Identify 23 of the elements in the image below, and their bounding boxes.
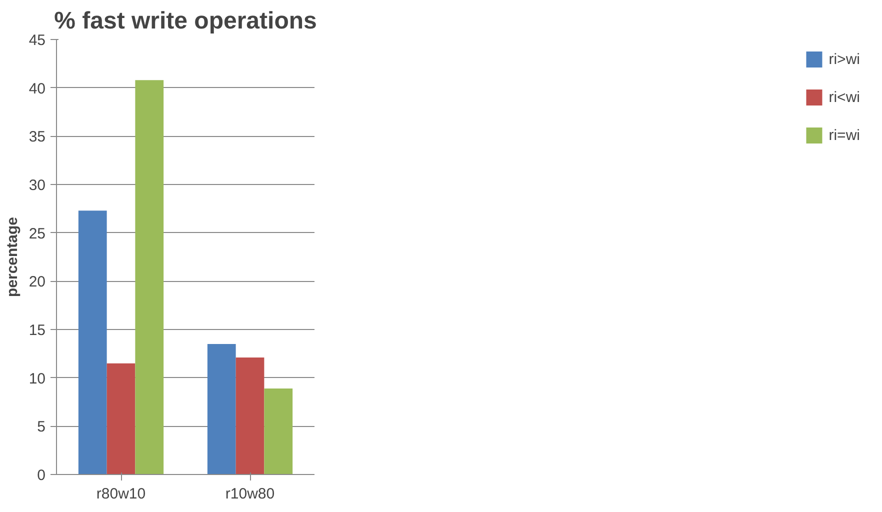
y-tick-label: 25 (28, 225, 46, 242)
chart-title: % fast write operations (54, 8, 317, 34)
y-tick-label: 0 (37, 467, 46, 484)
y-tick-label: 40 (28, 80, 46, 98)
x-tick-label: r80w10 (96, 486, 146, 502)
y-axis-title: percentage (4, 216, 21, 298)
y-tick-label: 5 (37, 418, 46, 436)
y-tick-label: 35 (28, 128, 46, 146)
bar (207, 344, 236, 474)
y-tick-label: 30 (28, 177, 46, 194)
y-tick-label: 10 (28, 370, 46, 388)
bar (236, 358, 264, 474)
y-tick-label: 45 (28, 32, 46, 49)
y-tick-label: 15 (28, 322, 46, 339)
bar (264, 388, 293, 474)
bar (78, 210, 107, 474)
legend-label: ri<wi (828, 88, 860, 106)
legend-label: ri=wi (828, 126, 860, 144)
bar (135, 80, 164, 474)
y-tick-label: 20 (28, 274, 46, 291)
legend-label: ri>wi (828, 50, 860, 68)
x-tick-label: r10w80 (225, 486, 275, 502)
bar (106, 363, 136, 474)
